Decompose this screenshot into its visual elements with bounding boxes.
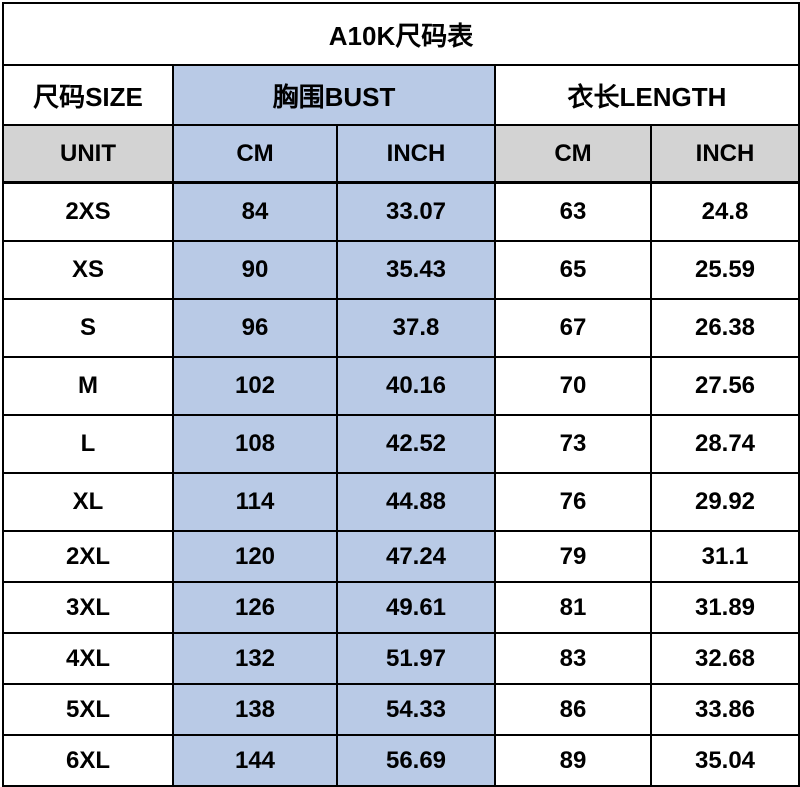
size-cell: L: [2, 414, 174, 474]
length-cm-cell: 86: [494, 683, 652, 736]
length-cm-cell: 89: [494, 734, 652, 787]
unit-label: UNIT: [2, 124, 174, 184]
length-cm-cell: 63: [494, 181, 652, 242]
unit-row: UNIT CM INCH CM INCH: [2, 124, 800, 184]
table-row: XS 90 35.43 65 25.59: [2, 240, 800, 300]
length-cm-cell: 76: [494, 472, 652, 532]
size-cell: S: [2, 298, 174, 358]
size-cell: 3XL: [2, 581, 174, 634]
bust-inch-cell: 47.24: [336, 530, 496, 583]
bust-inch-cell: 51.97: [336, 632, 496, 685]
length-inch-cell: 29.92: [650, 472, 800, 532]
table-row: 5XL 138 54.33 86 33.86: [2, 683, 800, 736]
length-inch-cell: 28.74: [650, 414, 800, 474]
bust-cm-cell: 114: [172, 472, 338, 532]
table-row: 4XL 132 51.97 83 32.68: [2, 632, 800, 685]
bust-inch-cell: 49.61: [336, 581, 496, 634]
table-row: 2XL 120 47.24 79 31.1: [2, 530, 800, 583]
length-cm-cell: 67: [494, 298, 652, 358]
page-title: A10K尺码表: [2, 2, 800, 66]
column-header-bust: 胸围BUST: [172, 64, 496, 126]
unit-bust-cm: CM: [172, 124, 338, 184]
length-inch-cell: 31.89: [650, 581, 800, 634]
bust-cm-cell: 96: [172, 298, 338, 358]
bust-cm-cell: 102: [172, 356, 338, 416]
bust-inch-cell: 35.43: [336, 240, 496, 300]
bust-cm-cell: 144: [172, 734, 338, 787]
length-inch-cell: 31.1: [650, 530, 800, 583]
bust-inch-cell: 54.33: [336, 683, 496, 736]
length-cm-cell: 79: [494, 530, 652, 583]
bust-cm-cell: 120: [172, 530, 338, 583]
table-row: L 108 42.52 73 28.74: [2, 414, 800, 474]
table-row: S 96 37.8 67 26.38: [2, 298, 800, 358]
length-inch-cell: 35.04: [650, 734, 800, 787]
column-header-length: 衣长LENGTH: [494, 64, 800, 126]
size-cell: 4XL: [2, 632, 174, 685]
length-cm-cell: 65: [494, 240, 652, 300]
table-row: 2XS 84 33.07 63 24.8: [2, 181, 800, 242]
length-inch-cell: 24.8: [650, 181, 800, 242]
length-inch-cell: 25.59: [650, 240, 800, 300]
size-cell: 2XL: [2, 530, 174, 583]
length-cm-cell: 73: [494, 414, 652, 474]
unit-length-cm: CM: [494, 124, 652, 184]
size-cell: 5XL: [2, 683, 174, 736]
bust-inch-cell: 56.69: [336, 734, 496, 787]
length-cm-cell: 70: [494, 356, 652, 416]
length-inch-cell: 27.56: [650, 356, 800, 416]
size-cell: 2XS: [2, 181, 174, 242]
size-cell: 6XL: [2, 734, 174, 787]
bust-inch-cell: 33.07: [336, 181, 496, 242]
unit-length-inch: INCH: [650, 124, 800, 184]
length-inch-cell: 33.86: [650, 683, 800, 736]
table-row: 6XL 144 56.69 89 35.04: [2, 734, 800, 787]
length-cm-cell: 81: [494, 581, 652, 634]
bust-inch-cell: 42.52: [336, 414, 496, 474]
bust-inch-cell: 40.16: [336, 356, 496, 416]
bust-cm-cell: 90: [172, 240, 338, 300]
title-row: A10K尺码表: [2, 2, 800, 66]
table-row: XL 114 44.88 76 29.92: [2, 472, 800, 532]
size-cell: M: [2, 356, 174, 416]
bust-cm-cell: 126: [172, 581, 338, 634]
size-cell: XL: [2, 472, 174, 532]
table-row: 3XL 126 49.61 81 31.89: [2, 581, 800, 634]
length-inch-cell: 32.68: [650, 632, 800, 685]
length-inch-cell: 26.38: [650, 298, 800, 358]
unit-bust-inch: INCH: [336, 124, 496, 184]
header-row: 尺码SIZE 胸围BUST 衣长LENGTH: [2, 64, 800, 126]
bust-inch-cell: 37.8: [336, 298, 496, 358]
bust-cm-cell: 138: [172, 683, 338, 736]
bust-cm-cell: 132: [172, 632, 338, 685]
bust-cm-cell: 108: [172, 414, 338, 474]
table-row: M 102 40.16 70 27.56: [2, 356, 800, 416]
size-cell: XS: [2, 240, 174, 300]
bust-inch-cell: 44.88: [336, 472, 496, 532]
bust-cm-cell: 84: [172, 181, 338, 242]
column-header-size: 尺码SIZE: [2, 64, 174, 126]
length-cm-cell: 83: [494, 632, 652, 685]
